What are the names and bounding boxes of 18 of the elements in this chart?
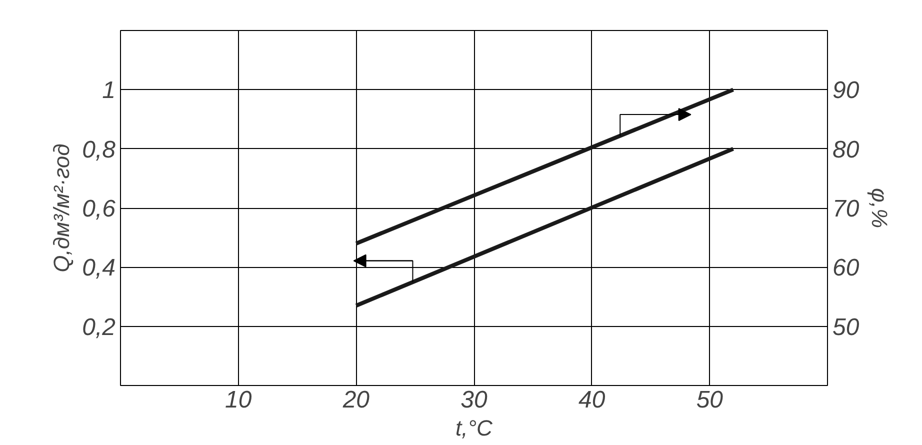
x-tick-label: 40 — [578, 386, 606, 414]
x-tick-label: 10 — [224, 386, 252, 414]
x-tick-label: 30 — [460, 386, 488, 414]
x-tick-label: 20 — [342, 386, 370, 414]
y2-axis-title: φ,% — [867, 188, 892, 228]
y-tick-label: 0,4 — [82, 254, 116, 282]
x-axis-title: t,°C — [456, 416, 493, 440]
y2-tick-label: 50 — [832, 314, 860, 341]
y2-tick-label: 70 — [832, 196, 860, 222]
y-tick-label: 0,6 — [82, 196, 116, 222]
y-tick-label: 1 — [102, 77, 116, 104]
y-axis-title: Q,дм³/м²·год — [49, 144, 74, 272]
y2-tick-label: 60 — [832, 254, 860, 282]
y2-tick-label: 80 — [832, 136, 860, 164]
x-tick-label: 50 — [696, 386, 724, 414]
y-tick-label: 0,8 — [82, 136, 116, 164]
y-tick-label: 0,2 — [82, 314, 116, 341]
y2-tick-label: 90 — [832, 77, 860, 104]
